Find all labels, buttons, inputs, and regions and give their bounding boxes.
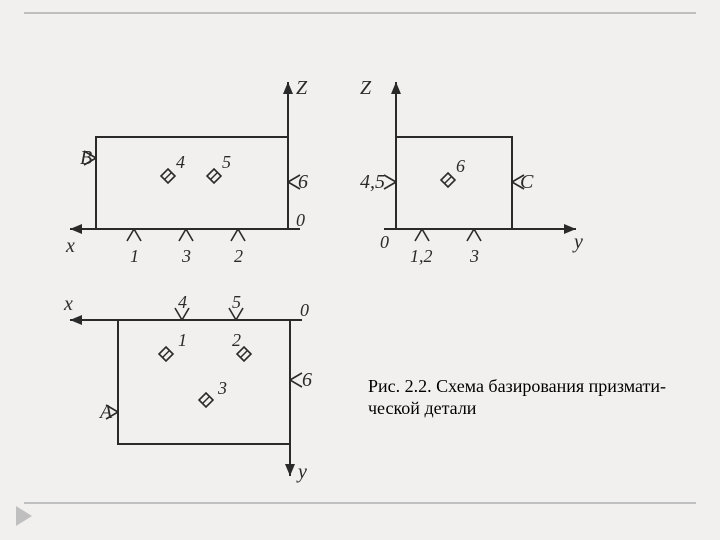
caption-layer: Рис. 2.2. Схема базирования призмати- че…: [0, 0, 720, 540]
caption-line1: Рис. 2.2. Схема базирования призмати-: [368, 376, 666, 396]
diagram-stage: xZ045132B6yZ061,234,5Cxy012345A6 Рис. 2.…: [0, 0, 720, 540]
caption-line2: ческой детали: [368, 398, 477, 418]
